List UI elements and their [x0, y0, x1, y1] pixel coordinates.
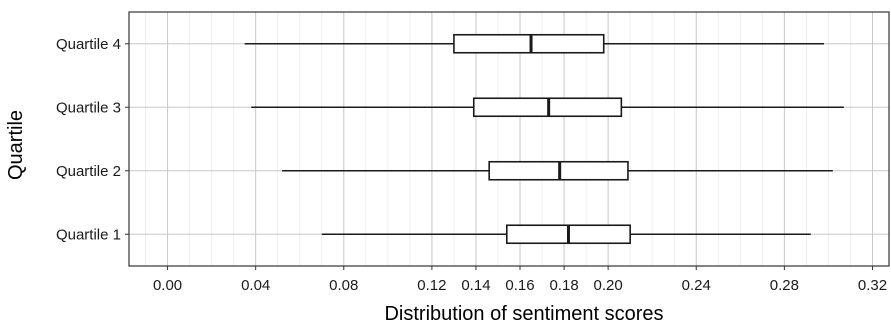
y-tick-label: Quartile 1: [56, 226, 121, 243]
plot-border: [128, 11, 890, 267]
x-tick-label: 0.28: [770, 277, 799, 294]
x-tick-label: 0.04: [241, 277, 270, 294]
box-iqr: [453, 33, 605, 54]
y-axis-title: Quartile: [5, 110, 27, 180]
x-tick-label: 0.20: [594, 277, 623, 294]
x-tick-label: 0.18: [549, 277, 578, 294]
y-axis-ticks: Quartile 4 Quartile 3 Quartile 2 Quartile 1: [56, 36, 129, 243]
x-axis-ticks: 0.00 0.04 0.08 0.12 0.14 0.16 0.18 0.20 0.24 0.28…: [153, 266, 887, 294]
x-tick-label: 0.14: [461, 277, 490, 294]
x-tick-label: 0.08: [329, 277, 358, 294]
y-tick-label: Quartile 3: [56, 99, 121, 116]
x-tick-label: 0.00: [153, 277, 182, 294]
x-tick-label: 0.32: [858, 277, 887, 294]
box-series: [244, 33, 844, 245]
x-tick-label: 0.24: [682, 277, 711, 294]
x-axis-title: Distribution of sentiment scores: [384, 303, 663, 324]
x-tick-label: 0.16: [505, 277, 534, 294]
y-tick-label: Quartile 2: [56, 163, 121, 180]
x-tick-label: 0.12: [417, 277, 446, 294]
y-tick-label: Quartile 4: [56, 36, 121, 53]
